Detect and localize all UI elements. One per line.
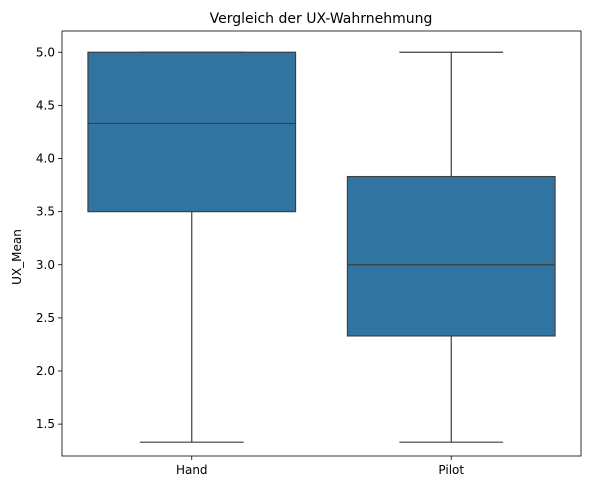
- box-iqr: [346, 175, 556, 337]
- y-axis: 1.5 2.0 2.5 3.0 3.5 4.0 4.5 5.0: [36, 45, 62, 431]
- y-tick-label: 1.5: [36, 417, 55, 431]
- y-tick-label: 3.5: [36, 205, 55, 219]
- y-axis-label: UX_Mean: [10, 229, 24, 285]
- box-hand: [87, 51, 297, 443]
- plot-frame: [61, 30, 582, 457]
- x-tick-label: Pilot: [438, 463, 464, 477]
- plot-area: [87, 51, 556, 443]
- box-iqr: [87, 51, 297, 213]
- x-tick-label: Hand: [176, 463, 208, 477]
- y-tick-label: 4.0: [36, 152, 55, 166]
- y-tick-label: 5.0: [36, 45, 55, 59]
- box-pilot: [346, 51, 556, 443]
- y-tick-label: 3.0: [36, 258, 55, 272]
- x-axis: Hand Pilot: [176, 456, 464, 477]
- chart-title: Vergleich der UX-Wahrnehmung: [210, 11, 433, 27]
- y-tick-label: 2.0: [36, 364, 55, 378]
- y-tick-label: 2.5: [36, 311, 55, 325]
- y-tick-label: 4.5: [36, 98, 55, 112]
